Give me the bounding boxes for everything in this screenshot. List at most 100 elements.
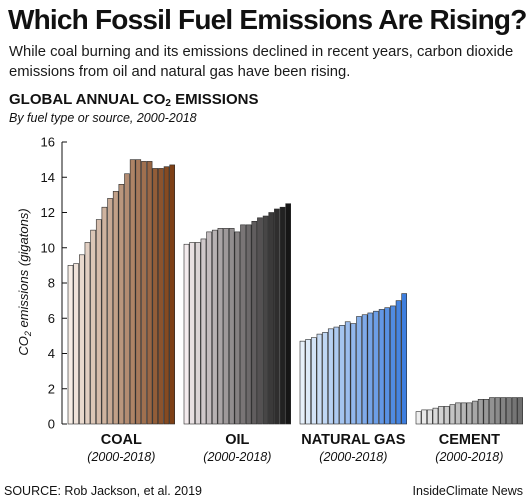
y-axis-label: CO2 emissions (gigatons) — [16, 208, 33, 355]
bar — [129, 159, 136, 425]
bar — [124, 173, 130, 425]
bar — [245, 224, 252, 425]
bar — [217, 228, 224, 425]
bar — [299, 340, 306, 425]
bar — [506, 397, 512, 425]
bar — [339, 324, 345, 425]
bar — [163, 166, 170, 425]
bar — [84, 242, 91, 425]
chart-title: GLOBAL ANNUAL CO2 EMISSIONS — [9, 91, 258, 109]
bar — [101, 206, 108, 425]
category-label: COAL — [101, 432, 142, 448]
publisher-credit: InsideClimate News — [412, 484, 523, 498]
bar — [67, 265, 74, 425]
bar — [373, 310, 379, 425]
bar — [438, 406, 444, 425]
bar — [395, 300, 402, 425]
bar — [367, 312, 374, 425]
bar — [327, 328, 334, 425]
category-period-label: (2000-2018) — [203, 450, 271, 464]
y-axis: 0 2 4 6 8 10 12 14 16 — [41, 135, 67, 432]
bar — [350, 323, 357, 425]
bar — [344, 321, 351, 425]
bar — [401, 293, 408, 425]
y-tick-label: 4 — [48, 346, 55, 361]
bar — [107, 198, 113, 425]
category-label: NATURAL GAS — [301, 432, 406, 448]
bar — [390, 305, 396, 425]
bar — [421, 409, 427, 425]
bar — [79, 254, 85, 425]
bar — [279, 206, 286, 425]
bar — [426, 409, 433, 425]
bar — [73, 263, 79, 425]
bar — [268, 212, 275, 425]
bar — [183, 243, 190, 425]
bar — [211, 229, 218, 425]
bar-group-coal — [67, 159, 175, 425]
y-tick-label: 10 — [41, 240, 55, 255]
bar — [95, 219, 102, 425]
chart-title-suffix: EMISSIONS — [170, 91, 259, 108]
bars-group — [67, 159, 524, 425]
category-period-label: (2000-2018) — [87, 450, 155, 464]
bar — [200, 238, 207, 425]
bar — [460, 402, 467, 425]
bar — [477, 399, 484, 425]
bar — [356, 316, 362, 425]
bar — [228, 228, 235, 425]
y-tick-label: 16 — [41, 135, 55, 150]
y-axis-label-prefix: CO — [16, 336, 31, 356]
bar — [310, 337, 317, 425]
bar — [483, 399, 490, 425]
category-labels: COAL (2000-2018) OIL (2000-2018) NATURAL GAS… — [87, 432, 503, 464]
bar — [118, 184, 125, 425]
page-title: Which Fossil Fuel Emissions Are Rising? — [8, 4, 527, 35]
y-tick-label: 2 — [48, 381, 55, 396]
chart-title-subscript: 2 — [165, 98, 171, 109]
bar — [274, 208, 280, 425]
bar — [158, 168, 164, 425]
bar — [234, 231, 241, 425]
bar — [146, 161, 153, 425]
bar — [378, 309, 385, 425]
y-tick-label: 6 — [48, 311, 55, 326]
bar — [135, 159, 142, 425]
bar — [384, 307, 391, 425]
bar — [141, 161, 147, 425]
bar — [494, 397, 501, 425]
bar-group-oil — [183, 203, 292, 425]
bar — [206, 231, 212, 425]
y-tick-label: 12 — [41, 205, 55, 220]
bar — [285, 203, 292, 425]
y-axis-label-subscript: 2 — [23, 331, 33, 337]
bar — [333, 326, 340, 425]
bar — [466, 402, 473, 425]
chart-title-prefix: GLOBAL ANNUAL CO — [9, 91, 166, 108]
category-period-label: (2000-2018) — [319, 450, 387, 464]
bar-group-natural-gas — [299, 293, 408, 425]
bar — [90, 229, 96, 425]
category-label: CEMENT — [439, 432, 500, 448]
bar — [455, 402, 461, 425]
bar — [257, 217, 263, 425]
bar-group-cement — [415, 397, 524, 425]
y-tick-label: 14 — [41, 170, 55, 185]
bar — [489, 397, 495, 425]
source-note: SOURCE: Rob Jackson, et al. 2019 — [4, 484, 203, 498]
bar — [322, 332, 328, 425]
bar — [432, 407, 439, 425]
bar — [195, 242, 201, 425]
bar — [251, 221, 258, 425]
y-tick-label: 0 — [48, 417, 55, 432]
bar — [316, 333, 323, 425]
y-axis-label-suffix: emissions (gigatons) — [16, 208, 31, 331]
bar — [472, 400, 478, 425]
bar — [500, 397, 507, 425]
y-tick-label: 8 — [48, 276, 55, 291]
bar — [443, 406, 450, 425]
bar — [449, 404, 456, 425]
bar — [305, 339, 311, 425]
category-period-label: (2000-2018) — [435, 450, 503, 464]
bar — [517, 397, 524, 425]
